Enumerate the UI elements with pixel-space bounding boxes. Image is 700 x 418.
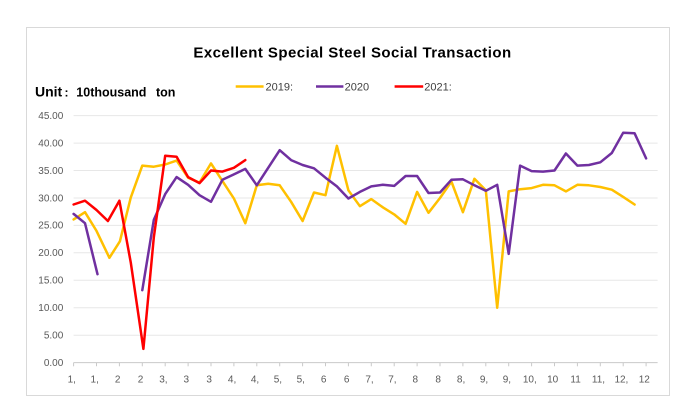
- svg-text:8: 8: [413, 374, 419, 385]
- svg-text:10: 10: [547, 374, 559, 385]
- svg-text:Unit: Unit: [35, 84, 63, 100]
- svg-text:7,: 7,: [365, 374, 373, 385]
- svg-text:1,: 1,: [91, 374, 99, 385]
- svg-text:5.00: 5.00: [44, 331, 64, 342]
- svg-text:12: 12: [639, 374, 651, 385]
- svg-text:2020: 2020: [345, 81, 369, 93]
- svg-text:Excellent Special Steel Social: Excellent Special Steel Social Transacti…: [193, 45, 511, 62]
- svg-text:6: 6: [344, 374, 350, 385]
- svg-text:ton: ton: [156, 86, 175, 100]
- svg-text:12,: 12,: [614, 374, 628, 385]
- svg-text:2019:: 2019:: [266, 81, 294, 93]
- svg-text:0.00: 0.00: [44, 358, 64, 369]
- svg-text:25.00: 25.00: [38, 221, 63, 232]
- svg-text:1,: 1,: [68, 374, 76, 385]
- svg-text:6: 6: [321, 374, 327, 385]
- svg-text:9,: 9,: [503, 374, 511, 385]
- svg-text:2: 2: [138, 374, 144, 385]
- svg-text:2: 2: [115, 374, 121, 385]
- svg-text:8: 8: [435, 374, 441, 385]
- svg-text:11: 11: [570, 374, 581, 385]
- svg-text:15.00: 15.00: [38, 276, 63, 287]
- svg-text:45.00: 45.00: [38, 111, 63, 122]
- svg-text::: :: [65, 86, 69, 100]
- svg-text:30.00: 30.00: [38, 193, 63, 204]
- svg-text:5,: 5,: [274, 374, 282, 385]
- svg-text:10.00: 10.00: [38, 303, 63, 314]
- svg-text:35.00: 35.00: [38, 166, 63, 177]
- svg-text:10thousand: 10thousand: [76, 86, 146, 100]
- svg-text:3: 3: [184, 374, 190, 385]
- svg-text:10,: 10,: [523, 374, 537, 385]
- svg-text:4,: 4,: [228, 374, 236, 385]
- svg-text:3: 3: [206, 374, 212, 385]
- svg-text:40.00: 40.00: [38, 138, 63, 149]
- svg-text:4,: 4,: [251, 374, 259, 385]
- svg-text:5,: 5,: [297, 374, 305, 385]
- svg-text:3,: 3,: [159, 374, 167, 385]
- svg-text:20.00: 20.00: [38, 248, 63, 259]
- svg-text:2021:: 2021:: [424, 81, 452, 93]
- svg-text:9,: 9,: [480, 374, 488, 385]
- svg-text:11,: 11,: [592, 374, 605, 385]
- svg-text:8,: 8,: [457, 374, 465, 385]
- svg-text:7,: 7,: [388, 374, 396, 385]
